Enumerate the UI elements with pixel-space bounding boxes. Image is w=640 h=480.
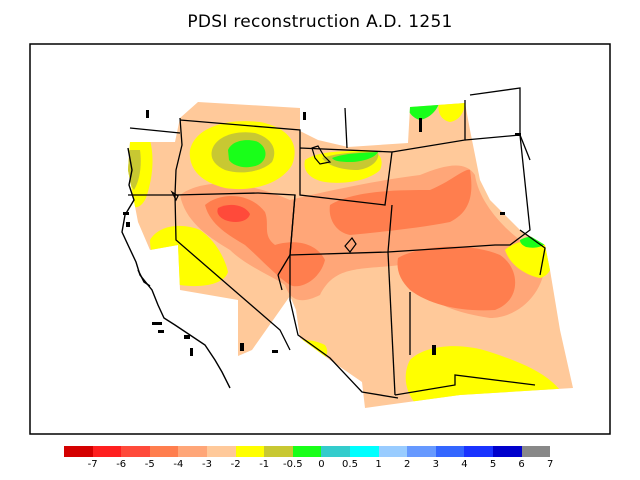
field-core-newmexico — [397, 246, 516, 311]
legend-swatch — [464, 446, 493, 457]
legend-tick-label: -3 — [202, 459, 212, 470]
legend-tick-label: 2 — [404, 459, 411, 470]
legend-swatch — [349, 446, 379, 457]
field-socal-yellow — [255, 339, 328, 368]
legend-tick-label: 6 — [518, 459, 525, 470]
map-title: PDSI reconstruction A.D. 1251 — [187, 12, 453, 32]
legend-tick-label: -1 — [259, 459, 270, 470]
legend-swatch — [206, 446, 236, 457]
legend-swatch — [235, 446, 265, 457]
field-montana-yellow — [438, 102, 465, 122]
legend-swatch — [435, 446, 465, 457]
field-core-utah — [329, 169, 472, 235]
legend-tick-label: -2 — [230, 459, 241, 470]
legend-swatch — [149, 446, 179, 457]
legend-ticks: -7 -6 -5 -4 -3 -2 -1 -0.5 0 0.5 1 2 3 4 5 6 7 — [64, 459, 584, 473]
legend-swatch — [407, 446, 436, 457]
legend-swatch — [121, 446, 150, 457]
legend-swatch — [321, 446, 350, 457]
field-wyoming-green — [332, 152, 378, 162]
legend-tick-label: -4 — [173, 459, 184, 470]
coastline — [121, 147, 231, 389]
state-boundaries — [128, 87, 546, 399]
legend-tick-label: 7 — [547, 459, 554, 470]
legend-tick-label: -5 — [144, 459, 155, 470]
legend-swatch — [264, 446, 293, 457]
legend-swatch — [92, 446, 122, 457]
legend-swatch — [64, 446, 93, 457]
legend-tick-label: -7 — [87, 459, 98, 470]
map-frame — [29, 43, 611, 435]
legend-swatch — [178, 446, 207, 457]
legend-tick-label: -6 — [116, 459, 127, 470]
legend-tick-label: 5 — [489, 459, 497, 470]
legend-swatch — [292, 446, 322, 457]
legend-swatch — [492, 446, 522, 457]
legend-tick-label: 4 — [461, 459, 468, 470]
legend-tick-label: 3 — [432, 459, 439, 470]
legend-colorbar — [64, 446, 551, 457]
legend-swatch — [521, 446, 551, 457]
legend-tick-label: 1 — [375, 459, 382, 470]
legend-tick-label: 0 — [318, 459, 325, 470]
field-core-minus6 — [217, 204, 250, 222]
legend-swatch — [378, 446, 408, 457]
field-idaho-green — [228, 140, 266, 168]
legend-tick-label: 0.5 — [342, 459, 358, 470]
legend-tick-label: -0.5 — [283, 459, 303, 470]
